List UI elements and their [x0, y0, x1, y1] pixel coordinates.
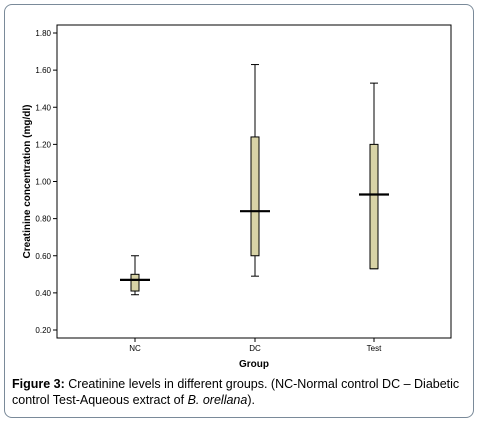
box-plot-chart: 0.20 0.40 0.60 0.80 1.00 1.20 1.40 1.60 1.80 Crea… — [22, 24, 452, 370]
x-tick-label-test: Test — [367, 344, 382, 353]
y-tick-label-0: 0.20 — [35, 326, 51, 335]
y-tick-label-7: 1.60 — [35, 66, 51, 75]
y-tick-label-6: 1.40 — [35, 103, 51, 112]
figure-frame — [4, 4, 474, 418]
caption-text: Creatinine levels in different groups. (… — [12, 377, 460, 407]
x-tick-label-dc: DC — [249, 344, 261, 353]
y-tick-label-1: 0.40 — [35, 289, 51, 298]
x-tick-label-nc: NC — [129, 344, 141, 353]
box-dc — [250, 136, 260, 257]
x-axis-label: Group — [239, 359, 269, 370]
y-axis-label: Creatinine concentration (mg/dl) — [22, 105, 33, 259]
y-tick-label-5: 1.20 — [35, 140, 51, 149]
caption-end: ). — [247, 393, 255, 407]
box-nc — [130, 273, 140, 292]
y-tick-label-4: 1.00 — [35, 178, 51, 187]
box-test — [369, 143, 379, 270]
y-tick-label-8: 1.80 — [35, 29, 51, 38]
caption-label: Figure 3: — [12, 377, 65, 391]
y-tick-label-3: 0.80 — [35, 215, 51, 224]
caption-species: B. orellana — [187, 393, 248, 407]
y-tick-label-2: 0.60 — [35, 252, 51, 261]
figure-caption: Figure 3: Creatinine levels in different… — [12, 376, 460, 408]
